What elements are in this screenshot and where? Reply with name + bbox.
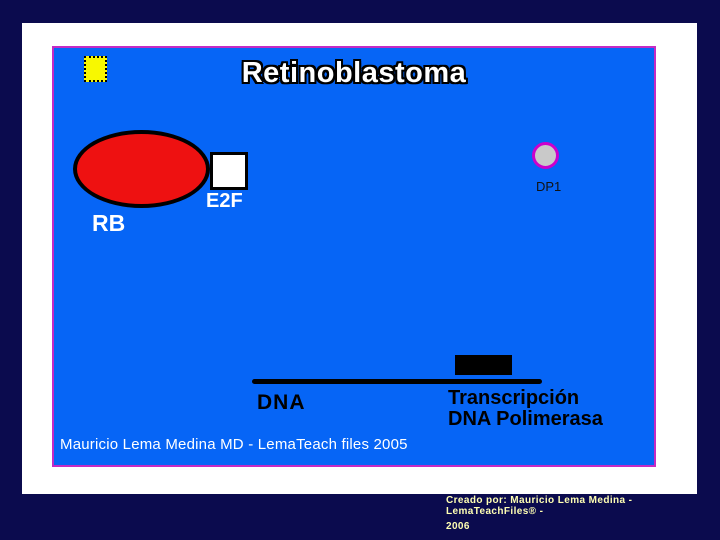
dna-label: DNA (257, 391, 306, 414)
yellow-square-marker (84, 56, 107, 82)
transcription-label: Transcripción DNA Polimerasa (448, 388, 603, 430)
transcription-label-line1: Transcripción (448, 387, 580, 409)
slide-footer-credit: Mauricio Lema Medina MD - LemaTeach file… (60, 436, 408, 453)
slide-canvas: Retinoblastoma RB E2F DP1 DNA Transcripc… (22, 23, 697, 494)
slide-title: Retinoblastoma (241, 57, 467, 89)
dna-strand-line (252, 379, 542, 384)
e2f-protein-box (210, 152, 248, 190)
dp1-label: DP1 (536, 179, 562, 194)
bottom-credit-line1: Creado por: Mauricio Lema Medina - LemaT… (446, 495, 633, 517)
rb-label: RB (92, 210, 126, 236)
transcription-label-line2: DNA Polimerasa (448, 408, 603, 430)
dna-polymerase-rect (455, 355, 512, 375)
dp1-protein-circle (532, 142, 559, 169)
rb-protein-ellipse (73, 130, 210, 208)
bottom-credit-line2: 2006 (446, 521, 470, 532)
e2f-label: E2F (206, 190, 243, 212)
slide-blue-panel: Retinoblastoma RB E2F DP1 DNA Transcripc… (52, 46, 656, 467)
